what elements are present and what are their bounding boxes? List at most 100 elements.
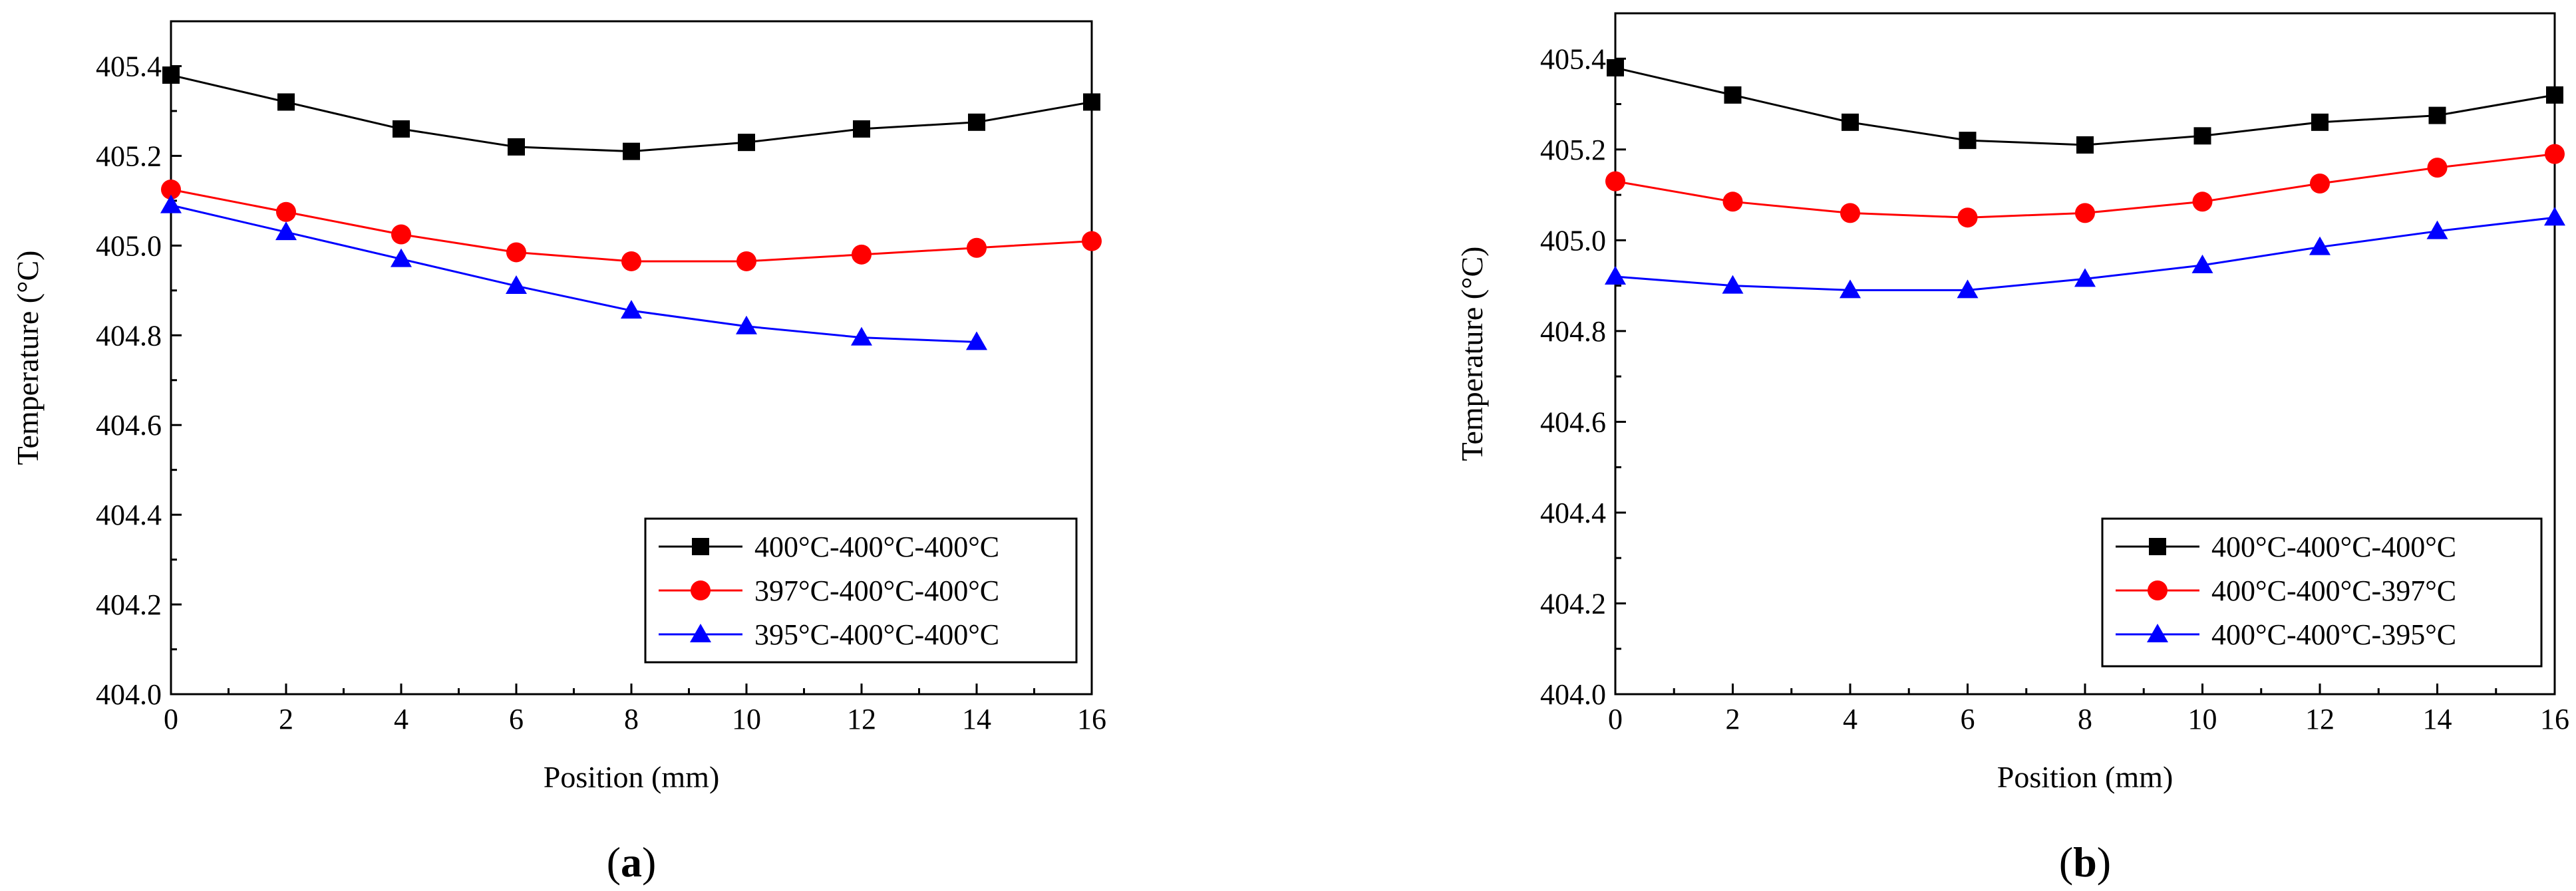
x-tick-label: 4 [1843, 703, 1857, 735]
data-point [1083, 93, 1100, 111]
series-line [170, 188, 1092, 263]
data-point [2428, 106, 2446, 124]
y-tick-label: 404.6 [1540, 406, 1606, 438]
y-tick-label: 405.0 [1540, 224, 1606, 257]
data-point [508, 138, 525, 156]
y-tick-label: 405.4 [1540, 43, 1606, 75]
legend-marker [692, 538, 709, 555]
x-tick-label: 16 [2540, 703, 2569, 735]
data-point [275, 221, 297, 241]
data-point [391, 224, 411, 245]
data-point [1082, 231, 1102, 251]
data-point [277, 93, 295, 111]
data-point [966, 331, 987, 350]
data-point [852, 244, 872, 265]
y-tick-label: 404.8 [96, 319, 162, 352]
y-tick-label: 404.0 [1540, 678, 1606, 711]
y-tick-label: 405.0 [96, 229, 162, 262]
data-point [2426, 220, 2448, 239]
x-tick-label: 8 [2078, 703, 2092, 735]
y-tick-label: 404.2 [96, 588, 162, 621]
y-tick-label: 405.4 [96, 50, 162, 82]
y-tick-label: 405.2 [96, 140, 162, 172]
data-point [2192, 191, 2213, 212]
y-tick-label: 404.0 [96, 678, 162, 711]
legend-label: 395°C-400°C-400°C [754, 618, 999, 651]
data-point [851, 326, 872, 346]
data-point [2191, 254, 2213, 273]
series-triangle [1605, 207, 2565, 299]
series-square [162, 66, 1100, 160]
y-tick-label: 404.4 [96, 499, 162, 531]
data-point [1957, 207, 1978, 228]
legend-label: 400°C-400°C-400°C [754, 531, 999, 563]
legend: 400°C-400°C-400°C 397°C-400°C-400°C 395°C-… [644, 517, 1078, 664]
x-tick-label: 8 [624, 703, 639, 735]
data-point [391, 248, 412, 267]
legend: 400°C-400°C-400°C 400°C-400°C-397°C 400°C-… [2101, 517, 2543, 668]
y-tick-label: 404.6 [96, 409, 162, 442]
x-tick-label: 14 [2423, 703, 2452, 735]
data-point [506, 242, 526, 263]
y-tick-label: 404.2 [1540, 587, 1606, 620]
data-point [736, 315, 757, 334]
x-tick-label: 14 [962, 703, 991, 735]
x-tick-label: 2 [1726, 703, 1740, 735]
y-axis-title: Temperature (°C) [11, 251, 45, 465]
data-point [2076, 136, 2094, 154]
legend-label: 400°C-400°C-397°C [2211, 574, 2456, 607]
y-tick-label: 404.4 [1540, 497, 1606, 529]
data-point [736, 251, 756, 271]
data-point [1722, 191, 1743, 212]
x-tick-label: 6 [509, 703, 524, 735]
legend-box [2101, 517, 2543, 668]
x-axis-title: Position (mm) [544, 760, 720, 794]
data-point [1840, 279, 1861, 299]
data-point [738, 134, 755, 152]
panel-label: (b) [2059, 838, 2111, 886]
x-tick-label: 6 [1961, 703, 1975, 735]
data-point [506, 275, 527, 295]
data-point [2427, 158, 2448, 178]
data-point [1840, 203, 1860, 223]
x-tick-label: 4 [394, 703, 408, 735]
series-circle [1605, 144, 2565, 228]
panel-label: (a) [607, 838, 657, 886]
y-tick-label: 404.8 [1540, 315, 1606, 348]
data-point [1842, 113, 1859, 131]
legend-label: 397°C-400°C-400°C [754, 574, 999, 607]
legend-marker [2149, 538, 2166, 555]
data-point [162, 66, 180, 84]
legend-label: 400°C-400°C-400°C [2211, 531, 2456, 563]
x-tick-label: 12 [847, 703, 876, 735]
chart-panel-a: 0 2 4 6 8 10 12 14 16 404.0 404.2 404.4 404.6 404.8 40… [11, 20, 1106, 886]
data-point [968, 113, 985, 131]
data-point [2546, 86, 2563, 104]
legend-label: 400°C-400°C-395°C [2211, 618, 2456, 651]
legend-marker [2147, 624, 2168, 642]
data-point [393, 120, 410, 138]
x-tick-label: 0 [1608, 703, 1623, 735]
data-point [2545, 144, 2565, 164]
data-point [160, 194, 182, 213]
legend-marker [2148, 580, 2168, 600]
series-square [1607, 59, 2563, 154]
data-point [2309, 236, 2331, 255]
x-tick-label: 10 [2188, 703, 2217, 735]
series-circle [161, 180, 1102, 271]
data-point [621, 251, 641, 271]
chart-panel-b: 0 2 4 6 8 10 12 14 16 404.0 404.2 404.4 404.6 404.8 40… [1455, 12, 2569, 886]
x-tick-label: 10 [732, 703, 761, 735]
x-axis-title: Position (mm) [1997, 760, 2174, 794]
data-point [2074, 268, 2096, 287]
x-tick-label: 2 [279, 703, 293, 735]
data-point [621, 300, 642, 319]
series-triangle [160, 194, 987, 350]
data-point [1607, 59, 1624, 76]
data-point [1605, 171, 1625, 191]
x-tick-label: 12 [2305, 703, 2334, 735]
data-point [967, 237, 987, 258]
data-point [1724, 86, 1742, 104]
data-point [2193, 127, 2211, 145]
